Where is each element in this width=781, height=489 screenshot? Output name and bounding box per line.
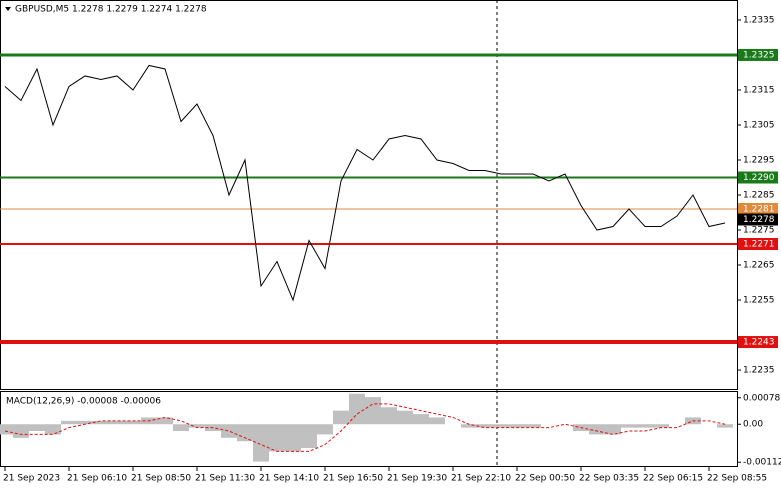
macd-bar — [173, 424, 189, 432]
macd-bar — [381, 407, 397, 425]
macd-bar — [397, 410, 413, 425]
y-tick-label: 1.2295 — [743, 155, 775, 165]
macd-bar — [285, 424, 301, 452]
x-tick-label: 21 Sep 22:10 — [451, 474, 511, 484]
macd-bar — [461, 424, 477, 428]
level-label: 1.2281 — [743, 205, 775, 215]
y-tick-label: 1.2275 — [743, 226, 775, 236]
y-tick-label: 0.00 — [743, 420, 763, 430]
macd-bar — [221, 424, 237, 438]
x-tick-label: 21 Sep 08:50 — [131, 474, 191, 484]
price-line — [4, 64, 726, 302]
signal-line — [4, 403, 726, 452]
level-label: 1.2271 — [743, 240, 775, 250]
macd-bar — [317, 424, 333, 435]
x-tick-label: 22 Sep 03:35 — [579, 474, 639, 484]
macd-bar — [253, 424, 269, 462]
macd-bar — [77, 420, 93, 425]
macd-bar — [477, 424, 493, 428]
y-tick-label: 0.00078 — [743, 393, 780, 403]
macd-bar — [269, 424, 285, 452]
x-tick-label: 22 Sep 06:15 — [643, 474, 703, 484]
y-tick-label: -0.00112 — [743, 458, 781, 468]
y-tick-label: 1.2285 — [743, 191, 775, 201]
level-label-bg — [738, 48, 778, 61]
macd-bar — [349, 393, 365, 425]
macd-bar — [189, 424, 205, 428]
level-label-bg — [738, 203, 778, 216]
menu-arrow — [5, 7, 11, 11]
macd-bar — [333, 410, 349, 425]
macd-bar — [365, 397, 381, 425]
macd-bar — [45, 424, 61, 435]
y-tick-label: 1.2305 — [743, 120, 775, 130]
macd-bar — [61, 420, 77, 425]
level-label: 1.2290 — [743, 173, 775, 183]
x-tick-label: 22 Sep 00:50 — [515, 474, 575, 484]
price-frame — [0, 0, 738, 390]
macd-title: MACD(12,26,9) -0.00008 -0.00006 — [6, 397, 161, 407]
x-tick-label: 21 Sep 19:30 — [387, 474, 447, 484]
macd-bar — [717, 424, 733, 428]
level-label-bg — [738, 171, 778, 184]
level-label: 1.2325 — [743, 50, 775, 60]
macd-bar — [653, 424, 669, 428]
macd-bar — [509, 424, 525, 428]
macd-bar — [605, 424, 621, 435]
macd-bar — [13, 424, 29, 438]
macd-bar — [301, 424, 317, 448]
level-label-bg — [738, 213, 778, 226]
macd-bar — [429, 417, 445, 425]
x-tick-label: 21 Sep 06:10 — [67, 474, 127, 484]
macd-bar — [493, 424, 509, 428]
y-tick-label: 1.2315 — [743, 85, 775, 95]
level-label-bg — [738, 238, 778, 251]
macd-bar — [525, 424, 541, 428]
macd-bar — [237, 424, 253, 442]
x-tick-label: 21 Sep 2023 — [3, 474, 60, 484]
macd-bar — [589, 424, 605, 435]
macd-bar — [125, 420, 141, 425]
macd-bar — [109, 420, 125, 425]
y-tick-label: 1.2265 — [743, 261, 775, 271]
x-tick-label: 21 Sep 14:10 — [259, 474, 319, 484]
macd-bar — [413, 414, 429, 425]
macd-bar — [621, 424, 637, 428]
y-tick-label: 1.2235 — [743, 366, 775, 376]
x-tick-label: 22 Sep 08:55 — [707, 474, 767, 484]
chart-title: GBPUSD,M5 1.2278 1.2279 1.2274 1.2278 — [15, 5, 207, 15]
macd-bar — [0, 424, 13, 435]
macd-bar — [93, 420, 109, 425]
level-label: 1.2278 — [743, 215, 775, 225]
x-tick-label: 21 Sep 16:50 — [323, 474, 383, 484]
y-tick-label: 1.2335 — [743, 15, 775, 25]
x-tick-label: 21 Sep 11:30 — [195, 474, 255, 484]
macd-bar — [157, 417, 173, 425]
level-label: 1.2243 — [743, 338, 775, 348]
macd-bar — [637, 424, 653, 428]
macd-bar — [29, 424, 45, 432]
y-tick-label: 1.2255 — [743, 296, 775, 306]
level-label-bg — [738, 336, 778, 349]
